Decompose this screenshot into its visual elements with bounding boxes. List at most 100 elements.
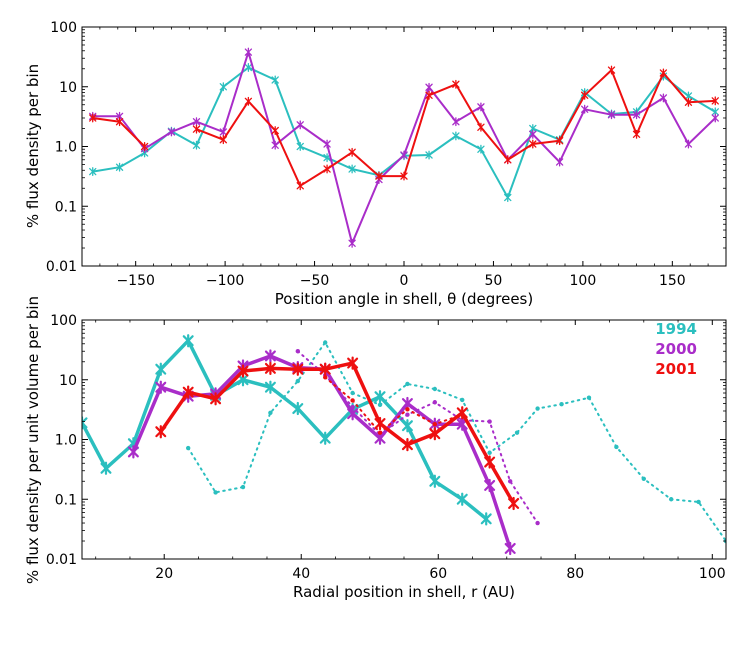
data-point [487,450,492,455]
data-point [323,375,328,380]
data-point [182,334,194,348]
series-2 [89,65,719,191]
data-point [452,131,460,141]
y-tick-label: 0.01 [46,259,77,275]
data-point [401,419,413,433]
data-point [405,407,410,412]
data-point [155,362,167,376]
legend: 1994 2000 2001 [655,320,697,378]
data-point [487,419,492,424]
data-point [89,167,97,177]
data-point [456,492,468,506]
x-tick-label: 60 [429,566,447,582]
data-point [514,430,520,435]
data-point [659,68,668,78]
y-tick-label: 1.0 [55,433,77,449]
data-point [375,171,383,181]
data-point [400,171,408,181]
data-point [452,117,460,127]
series-line [91,69,717,187]
data-point [555,136,564,146]
data-point [529,139,537,149]
y-axis-label: % flux density per bin [24,64,42,228]
data-point [477,102,485,112]
bottom-panel-radial-position: 20 40 60 80 100 0.01 0.1 1.0 10 100 Radial positio… [24,296,727,601]
series-2 [127,349,516,556]
data-point [323,164,331,174]
series-line [91,51,717,245]
series-1 [185,340,726,544]
x-axis-label: Position angle in shell, θ (degrees) [275,290,533,308]
data-point [480,512,492,526]
data-point [425,82,433,92]
data-point [219,135,228,145]
data-point [347,356,359,370]
data-point [429,474,441,488]
data-point [452,79,460,89]
data-point [323,340,328,345]
data-point [659,93,668,103]
series-3 [295,349,540,526]
data-point [684,139,693,149]
series-line [131,354,512,551]
data-point [668,497,674,502]
data-point [192,140,201,150]
data-point [89,113,97,123]
x-tick-label: −50 [300,273,330,289]
data-point [244,63,253,72]
data-point [140,142,149,151]
data-point [711,96,719,106]
data-point [319,362,331,376]
series-line [187,341,726,542]
series-0 [89,63,719,202]
data-point [460,397,465,403]
data-point [580,90,589,100]
data-point [632,129,641,139]
data-point [535,406,540,411]
y-tick-label: 0.1 [55,492,77,508]
data-point [219,82,228,92]
data-point [377,402,383,408]
axes-frame [81,319,727,560]
data-point [155,425,167,439]
x-tick-label: 20 [155,566,173,582]
data-point [432,400,438,405]
data-point [192,117,201,127]
data-point [508,496,520,511]
data-point [240,484,246,490]
data-point [271,75,279,85]
data-point [614,444,619,450]
data-point [425,150,433,160]
data-point [350,390,355,396]
data-point [292,401,304,416]
data-point [82,416,88,430]
data-point [264,361,276,375]
series-1 [89,47,719,248]
x-tick-label: 100 [570,273,597,289]
legend-entry: 2000 [655,340,697,358]
legend-entry: 1994 [655,320,697,338]
data-point [432,422,438,427]
series-5 [323,375,465,435]
data-point [632,110,641,120]
x-tick-label: 40 [292,566,310,582]
y-tick-label: 0.1 [55,199,77,215]
data-point [535,520,540,526]
y-tick-label: 100 [50,20,77,36]
data-point [374,390,386,404]
data-point [192,124,201,134]
data-point [264,349,276,363]
data-point [292,362,304,376]
data-point [115,162,124,172]
axes-frame [81,26,727,267]
plot-area [89,47,719,248]
x-tick-label: 100 [699,566,726,582]
data-point [504,541,516,556]
data-point [271,140,279,150]
data-point [504,193,512,202]
data-point [350,404,355,410]
x-tick-label: 80 [566,566,584,582]
data-point [100,461,112,475]
data-point [432,386,438,392]
data-point [167,127,176,137]
